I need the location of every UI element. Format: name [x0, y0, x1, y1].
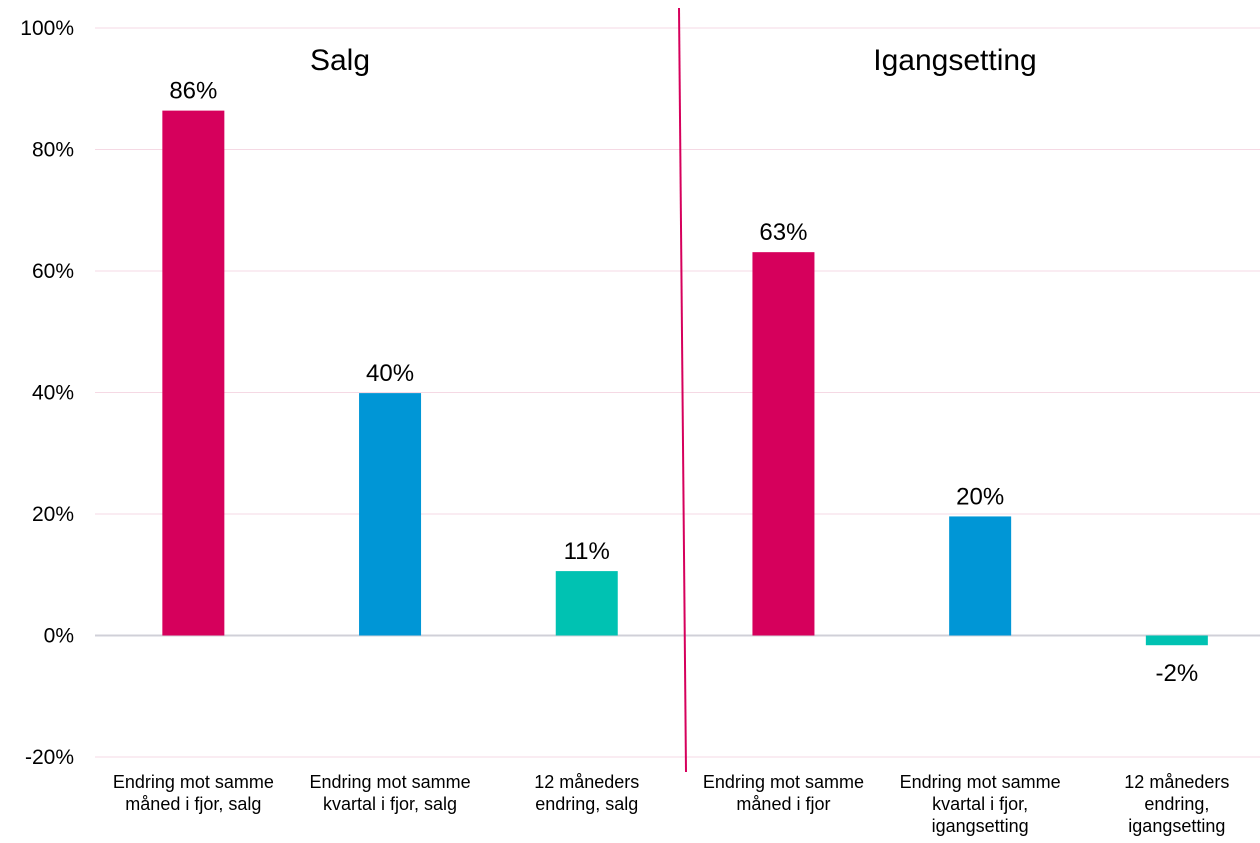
- bars: [162, 110, 1208, 646]
- bar: [555, 571, 618, 636]
- bar: [162, 110, 225, 636]
- bar: [359, 393, 422, 636]
- category-label: Endring mot samme måned i fjor, salg: [113, 772, 274, 814]
- category-label: Endring mot samme måned i fjor: [703, 772, 864, 814]
- category-label: 12 måneders endring, igangsetting: [1124, 772, 1229, 836]
- data-label: 86%: [169, 78, 217, 105]
- y-axis-tick-labels: -20% 0% 20% 40% 60% 80% 100%: [20, 17, 74, 769]
- y-tick-label: 20%: [32, 503, 74, 526]
- category-labels: Endring mot samme måned i fjor, salg Endri…: [113, 772, 1230, 836]
- section-title: Igangsetting: [873, 44, 1036, 77]
- y-tick-label: 0%: [44, 625, 74, 648]
- section-divider: [678, 7, 687, 773]
- data-label: 40%: [366, 360, 414, 387]
- data-label: 63%: [759, 219, 807, 246]
- y-tick-label: -20%: [25, 746, 74, 769]
- y-tick-label: 40%: [32, 382, 74, 405]
- data-labels: 86% 40% 11% 63% 20% -2%: [169, 78, 1198, 688]
- bar: [1145, 635, 1208, 646]
- divider-line: [678, 7, 687, 773]
- data-label: -2%: [1156, 660, 1199, 687]
- category-label: Endring mot samme kvartal i fjor, salg: [310, 772, 471, 814]
- bar: [949, 516, 1012, 636]
- gridlines: [95, 27, 1260, 758]
- y-tick-label: 60%: [32, 260, 74, 283]
- bar: [752, 252, 815, 636]
- y-tick-label: 80%: [32, 139, 74, 162]
- category-label: 12 måneders endring, salg: [534, 772, 639, 814]
- y-tick-label: 100%: [20, 17, 74, 40]
- data-label: 11%: [564, 538, 610, 565]
- category-label: Endring mot samme kvartal i fjor, igangset…: [900, 772, 1061, 836]
- section-title: Salg: [310, 44, 370, 77]
- section-titles: Salg Igangsetting: [310, 44, 1037, 77]
- data-label: 20%: [956, 483, 1004, 510]
